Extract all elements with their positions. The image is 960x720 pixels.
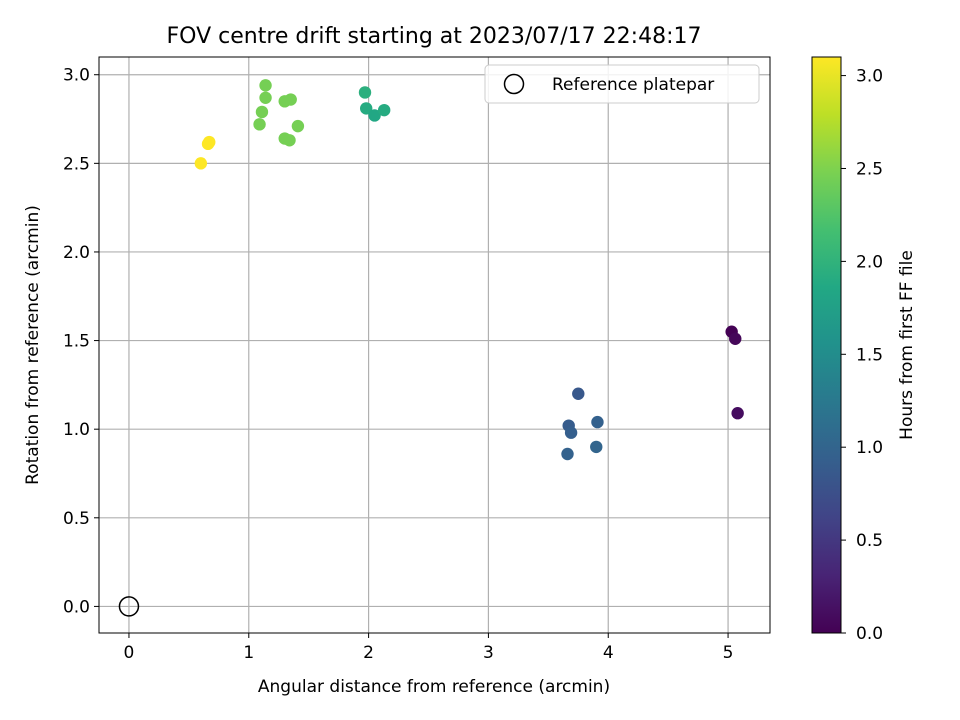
x-tick-label: 2 (363, 643, 374, 663)
x-axis-ticks: 0 1 2 3 4 5 (124, 633, 734, 663)
plot-area (98, 56, 771, 634)
chart-title: FOV centre drift starting at 2023/07/17 … (167, 24, 702, 49)
data-point (360, 102, 373, 115)
data-point (729, 332, 742, 345)
data-point (561, 447, 574, 461)
grid-lines-x (128, 57, 729, 633)
y-tick-label: 1.5 (63, 332, 90, 352)
y-axis-label: Rotation from reference (arcmin) (23, 205, 43, 485)
data-point (203, 135, 216, 149)
data-point (564, 426, 578, 439)
data-point (283, 134, 296, 147)
colorbar-tick-label: 2.0 (856, 252, 883, 272)
y-tick-label: 3.0 (63, 66, 90, 86)
colorbar: 0.0 0.5 1.0 1.5 2.0 2.5 3.0 Hours from first F… (811, 56, 917, 644)
data-point (291, 119, 305, 133)
y-tick-label: 2.0 (63, 243, 90, 263)
legend-label: Reference platepar (552, 75, 714, 95)
y-tick-label: 1.0 (63, 420, 90, 440)
colorbar-ticks: 0.0 0.5 1.0 1.5 2.0 2.5 3.0 (841, 67, 883, 644)
x-tick-label: 5 (723, 643, 734, 663)
data-point (253, 118, 266, 131)
y-tick-label: 0.5 (63, 509, 90, 529)
colorbar-tick-label: 0.5 (856, 531, 883, 551)
data-point (377, 103, 391, 117)
data-point (194, 157, 208, 170)
colorbar-gradient (811, 56, 842, 634)
colorbar-tick-label: 1.5 (856, 345, 883, 365)
x-tick-label: 4 (603, 643, 614, 663)
legend-marker (503, 73, 525, 95)
data-point (358, 86, 372, 99)
data-point (368, 109, 381, 122)
data-point (255, 105, 269, 119)
x-tick-label: 0 (124, 643, 135, 663)
legend-box (484, 64, 760, 104)
x-tick-label: 3 (483, 643, 494, 663)
colorbar-tick-label: 2.5 (856, 159, 883, 179)
data-point (590, 440, 603, 454)
data-point (259, 79, 272, 92)
y-axis-ticks: 0.0 0.5 1.0 1.5 2.0 2.5 3.0 (63, 66, 99, 617)
plot-background (99, 57, 770, 633)
data-point (259, 91, 272, 104)
reference-point (118, 596, 140, 617)
colorbar-tick-label: 3.0 (856, 67, 883, 87)
data-point (572, 387, 585, 400)
y-tick-label: 0.0 (63, 597, 90, 617)
data-point (284, 93, 297, 106)
colorbar-tick-label: 1.0 (856, 438, 883, 458)
data-points (194, 79, 744, 461)
data-point (591, 415, 604, 429)
data-point (731, 407, 744, 420)
legend: Reference platepar (484, 64, 760, 104)
colorbar-label: Hours from first FF file (897, 250, 917, 440)
x-tick-label: 1 (243, 643, 254, 663)
x-axis-label: Angular distance from reference (arcmin) (258, 677, 610, 697)
y-tick-label: 2.5 (63, 154, 90, 174)
colorbar-tick-label: 0.0 (856, 624, 883, 644)
plot-frame (98, 56, 771, 634)
